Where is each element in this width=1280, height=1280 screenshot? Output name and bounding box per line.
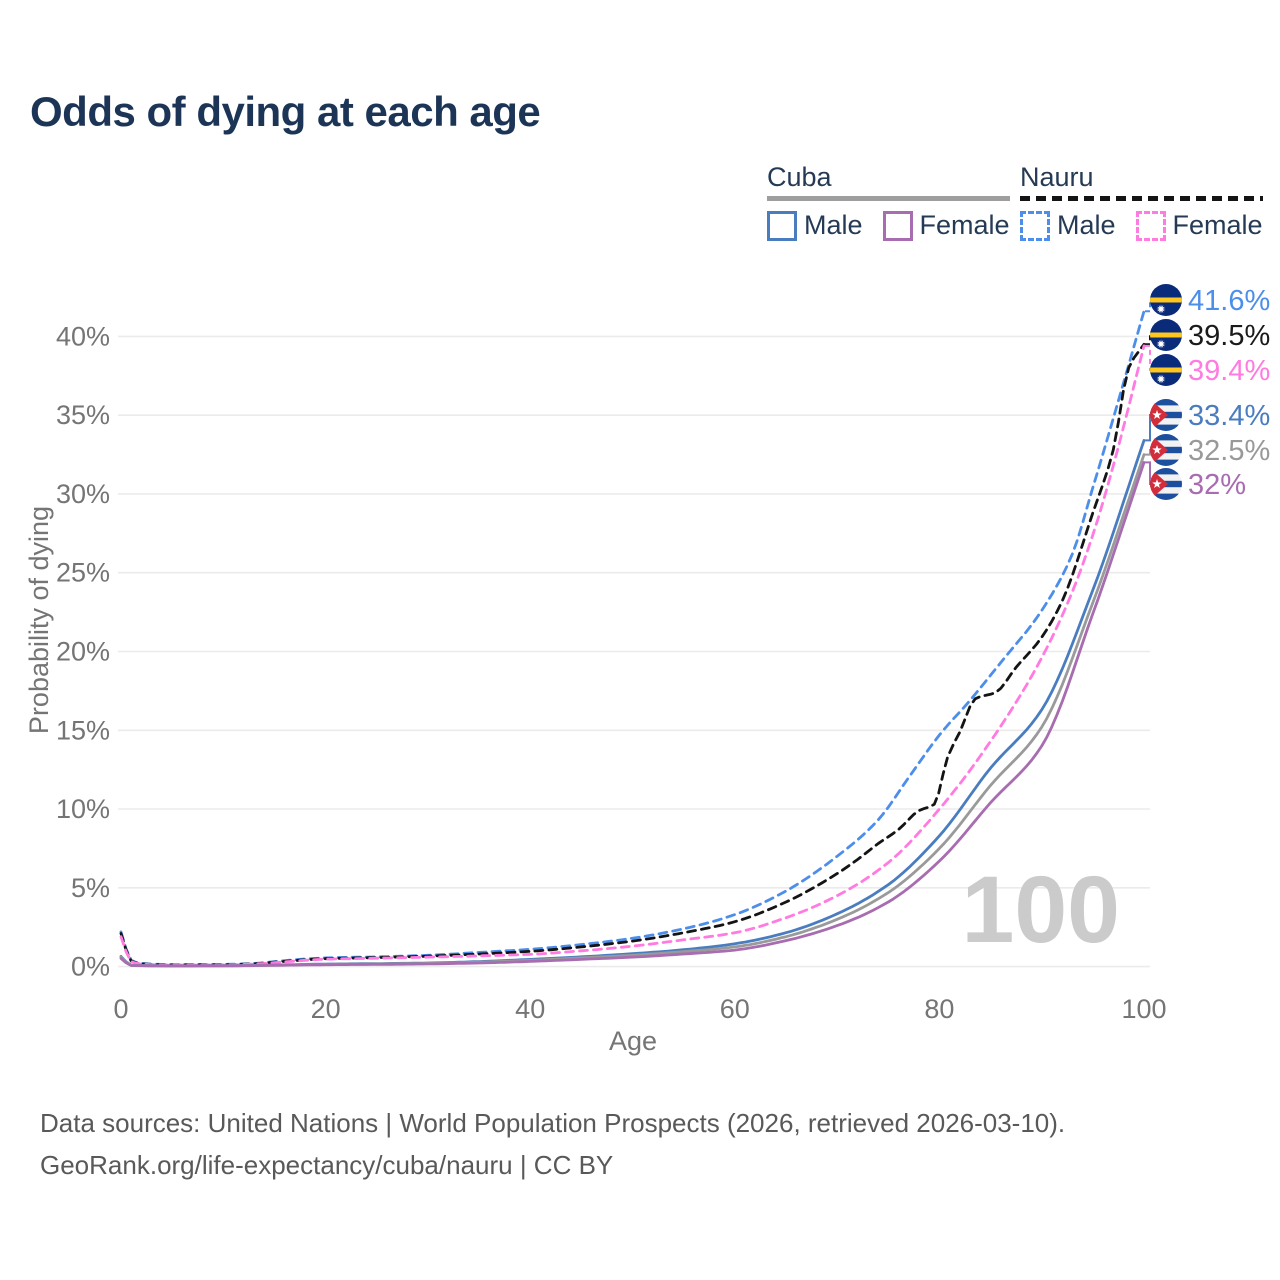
end-label-nauru-female: 39.4% (1188, 355, 1270, 387)
legend-label: Female (919, 210, 1010, 240)
end-label-nauru-both: 39.5% (1188, 320, 1270, 352)
x-axis-title: Age (609, 1026, 657, 1056)
legend-item-cuba-male[interactable]: Male (767, 210, 863, 241)
cuba-male-checkbox[interactable] (767, 210, 797, 241)
chart-footer: Data sources: United Nations | World Pop… (40, 1103, 1065, 1186)
y-tick-label: 30% (56, 479, 110, 509)
y-tick-label: 20% (56, 637, 110, 667)
cuba-female-checkbox[interactable] (882, 210, 913, 241)
data-sources-text: Data sources: United Nations | World Pop… (40, 1108, 1066, 1138)
y-tick-label: 25% (56, 558, 110, 588)
legend-group-nauru: Nauru Male Female (1020, 162, 1263, 241)
cuba-flag-icon (1150, 468, 1182, 500)
end-label-cuba-both: 32.5% (1188, 435, 1270, 467)
y-tick-label: 15% (56, 715, 110, 745)
y-tick-label: 35% (56, 400, 110, 430)
nauru-male-checkbox[interactable] (1020, 210, 1050, 241)
legend-item-nauru-male[interactable]: Male (1020, 210, 1116, 241)
end-label-cuba-male: 33.4% (1188, 400, 1270, 432)
nauru-flag-icon (1150, 284, 1182, 316)
y-axis-title: Probability of dying (24, 506, 54, 734)
end-label-cuba-female: 32% (1188, 469, 1246, 501)
nauru-flag-icon (1150, 354, 1182, 386)
legend-item-nauru-female[interactable]: Female (1135, 210, 1263, 241)
legend-country-cuba: Cuba (767, 162, 832, 192)
x-tick-label: 60 (720, 994, 750, 1024)
cuba-flag-icon (1150, 434, 1182, 466)
hover-age-watermark: 100 (961, 857, 1120, 963)
x-tick-label: 40 (515, 994, 545, 1024)
legend-country-nauru: Nauru (1020, 162, 1094, 192)
y-tick-label: 0% (71, 952, 110, 982)
nauru-flag-icon (1150, 319, 1182, 351)
y-tick-label: 5% (71, 873, 110, 903)
series-line-cuba-female[interactable] (119, 461, 1146, 968)
attribution-url-text: GeoRank.org/life-expectancy/cuba/nauru |… (40, 1149, 614, 1180)
nauru-female-checkbox[interactable] (1135, 210, 1166, 241)
y-tick-label: 40% (56, 321, 110, 351)
cuba-solid-line-sample (767, 196, 1010, 201)
page-title: Odds of dying at each age (30, 88, 541, 135)
cuba-flag-icon (1150, 399, 1182, 431)
y-tick-label: 10% (56, 794, 110, 824)
legend-label: Female (1172, 210, 1263, 240)
legend-label: Male (1057, 210, 1116, 240)
end-label-nauru-male: 41.6% (1188, 285, 1270, 317)
legend-label: Male (804, 210, 863, 240)
series-line-nauru-female[interactable] (119, 344, 1146, 967)
x-tick-label: 100 (1121, 994, 1166, 1024)
x-tick-label: 20 (311, 994, 341, 1024)
x-tick-label: 0 (113, 994, 128, 1024)
legend-group-cuba: Cuba Male Female (767, 162, 1010, 241)
nauru-dashed-line-sample (1020, 196, 1263, 201)
legend-item-cuba-female[interactable]: Female (882, 210, 1010, 241)
end-label-connector (1145, 334, 1154, 346)
x-tick-label: 80 (924, 994, 954, 1024)
